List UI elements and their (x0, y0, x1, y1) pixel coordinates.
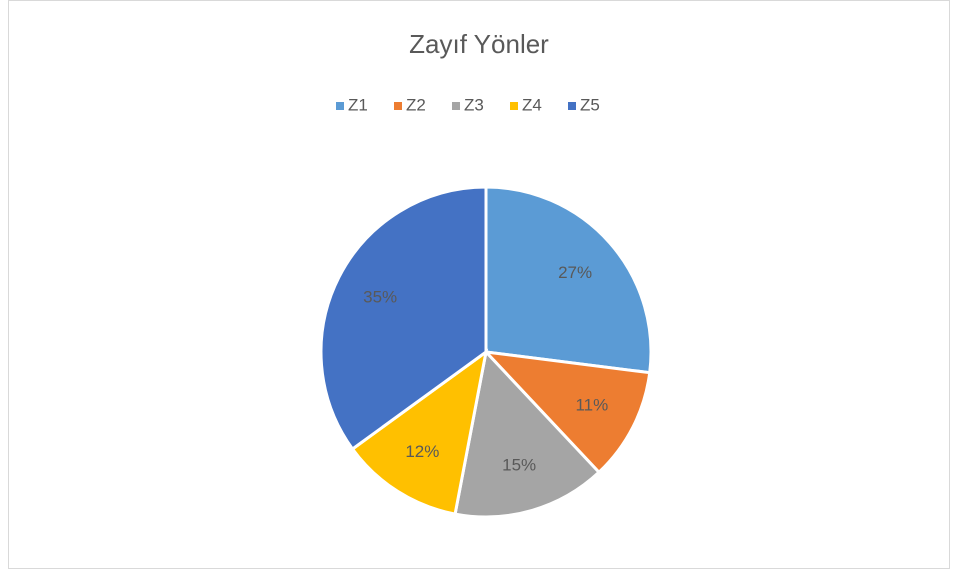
data-label: 15% (502, 456, 536, 475)
legend-swatch (394, 102, 402, 110)
data-label: 12% (405, 442, 439, 461)
pie-slice (319, 185, 488, 452)
data-label: 27% (558, 263, 592, 282)
pie-slice (484, 185, 653, 375)
legend-label: Z3 (464, 95, 484, 114)
pie-slice (350, 348, 489, 516)
legend-label: Z1 (348, 95, 368, 114)
legend-label: Z2 (406, 95, 426, 114)
legend-swatch (452, 102, 460, 110)
chart-title: Zayıf Yönler (409, 29, 549, 59)
data-label: 11% (575, 395, 608, 414)
legend-swatch (336, 102, 344, 110)
data-label: 35% (363, 288, 397, 307)
legend-swatch (510, 102, 518, 110)
legend-label: Z4 (522, 95, 542, 114)
pie-slice (453, 348, 602, 519)
legend-label: Z5 (580, 95, 600, 114)
legend-swatch (568, 102, 576, 110)
pie-slice (482, 349, 652, 475)
